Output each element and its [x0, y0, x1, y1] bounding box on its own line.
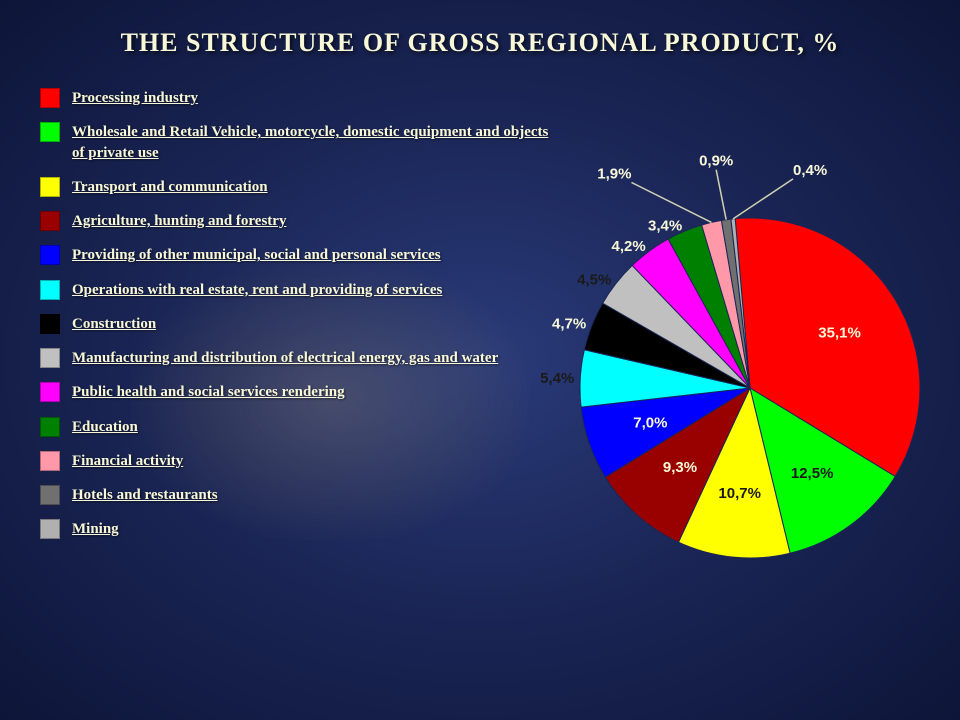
callout-line [716, 170, 726, 220]
page-title: THE STRUCTURE OF GROSS REGIONAL PRODUCT,… [0, 0, 960, 58]
legend-swatch [40, 177, 60, 197]
legend-swatch [40, 88, 60, 108]
legend-swatch [40, 382, 60, 402]
legend-item: Operations with real estate, rent and pr… [40, 280, 560, 300]
legend-item: Providing of other municipal, social and… [40, 245, 560, 265]
legend-item: Manufacturing and distribution of electr… [40, 348, 560, 368]
legend-swatch [40, 211, 60, 231]
legend-item: Processing industry [40, 88, 560, 108]
legend-item: Mining [40, 519, 560, 539]
legend-item: Hotels and restaurants [40, 485, 560, 505]
legend-item: Construction [40, 314, 560, 334]
callout-line [733, 179, 793, 219]
legend-item: Transport and communication [40, 177, 560, 197]
legend-label: Processing industry [72, 88, 198, 108]
legend-swatch [40, 280, 60, 300]
slice-label: 0,9% [699, 153, 733, 170]
legend-swatch [40, 245, 60, 265]
legend-swatch [40, 451, 60, 471]
legend-label: Education [72, 417, 138, 437]
legend-label: Mining [72, 519, 119, 539]
callout-line [631, 182, 711, 222]
slice-label: 1,9% [597, 165, 631, 182]
legend-swatch [40, 122, 60, 142]
legend-label: Hotels and restaurants [72, 485, 218, 505]
legend-item: Public health and social services render… [40, 382, 560, 402]
legend-item: Education [40, 417, 560, 437]
slice-label: 12,5% [791, 465, 834, 482]
legend-label: Providing of other municipal, social and… [72, 245, 441, 265]
legend-swatch [40, 314, 60, 334]
slice-label: 4,5% [577, 272, 611, 289]
legend-label: Agriculture, hunting and forestry [72, 211, 286, 231]
legend-swatch [40, 485, 60, 505]
content-area: Processing industry Wholesale and Retail … [0, 58, 960, 554]
slice-label: 4,2% [612, 238, 646, 255]
legend-label: Wholesale and Retail Vehicle, motorcycle… [72, 122, 560, 163]
legend-item: Financial activity [40, 451, 560, 471]
legend-item: Agriculture, hunting and forestry [40, 211, 560, 231]
slice-label: 9,3% [663, 459, 697, 476]
slice-label: 10,7% [718, 485, 761, 502]
legend-swatch [40, 519, 60, 539]
legend-label: Construction [72, 314, 156, 334]
legend-item: Wholesale and Retail Vehicle, motorcycle… [40, 122, 560, 163]
legend-label: Operations with real estate, rent and pr… [72, 280, 442, 300]
legend-label: Manufacturing and distribution of electr… [72, 348, 498, 368]
legend-label: Public health and social services render… [72, 382, 345, 402]
slice-label: 0,4% [793, 162, 827, 179]
pie-chart: 35,1%12,5%10,7%9,3%7,0%5,4%4,7%4,5%4,2%3… [510, 178, 930, 598]
legend-label: Transport and communication [72, 177, 268, 197]
slice-label: 7,0% [633, 414, 667, 431]
legend-label: Financial activity [72, 451, 183, 471]
slice-label: 35,1% [818, 324, 861, 341]
legend: Processing industry Wholesale and Retail … [40, 88, 560, 554]
legend-swatch [40, 417, 60, 437]
slice-label: 3,4% [648, 218, 682, 235]
legend-swatch [40, 348, 60, 368]
